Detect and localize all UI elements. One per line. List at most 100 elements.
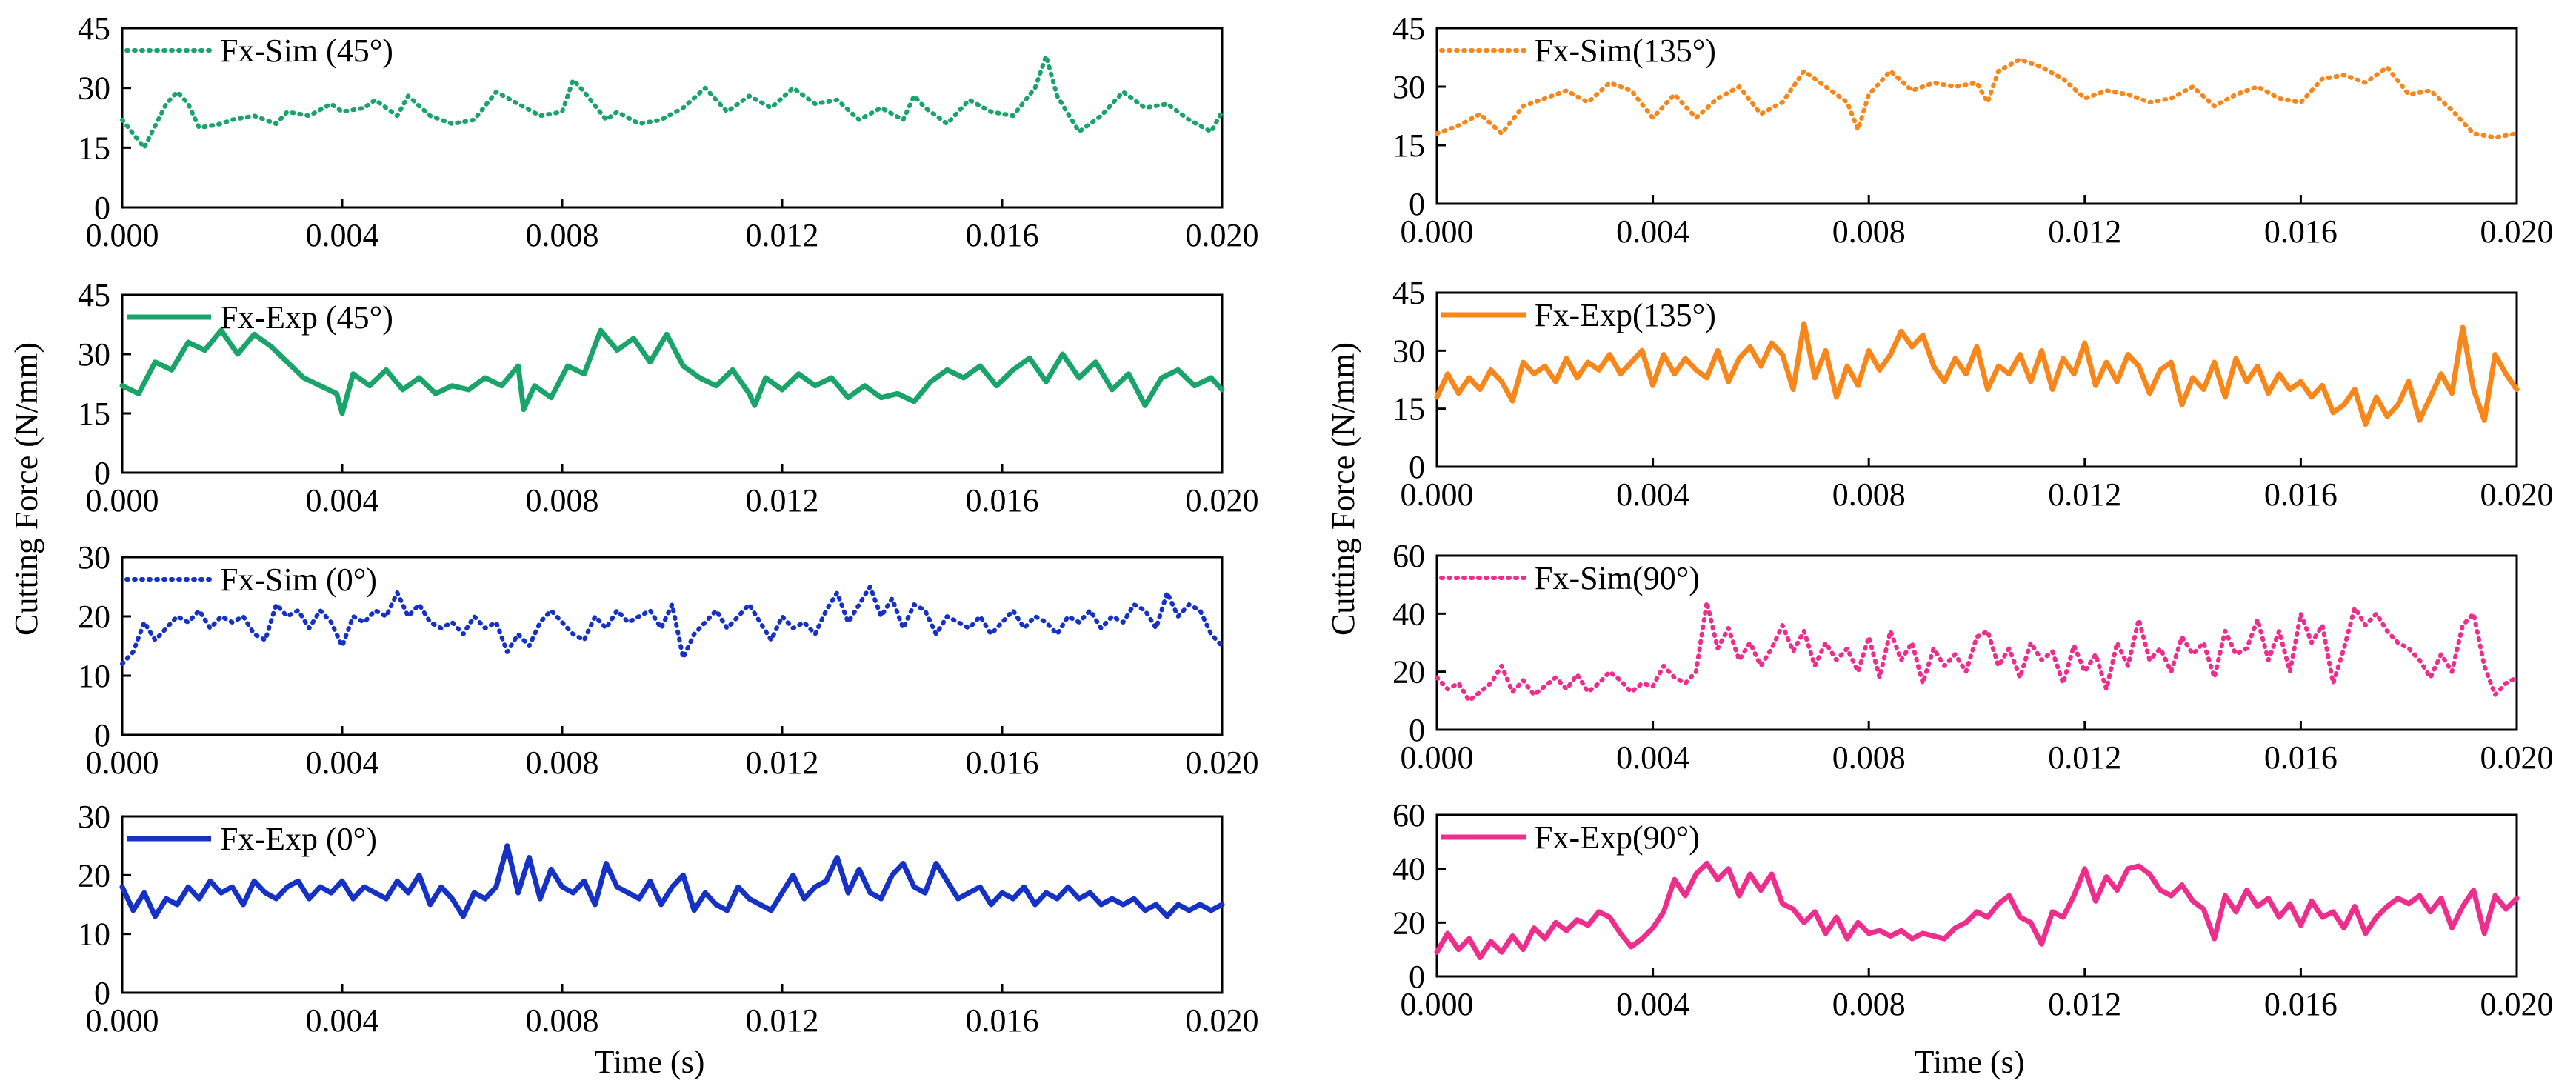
legend-label: Fx-Exp(90°)	[1535, 819, 1700, 856]
x-tick-label: 0.004	[306, 745, 379, 781]
series-line	[119, 843, 1225, 919]
x-tick-label: 0.020	[2480, 739, 2554, 776]
y-tick-label: 40	[1392, 596, 1425, 632]
x-tick-label: 0.008	[1832, 739, 1906, 776]
x-tick-label: 0.000	[86, 482, 159, 519]
x-tick-label: 0.016	[2264, 476, 2338, 513]
y-tick-label: 45	[1392, 275, 1425, 311]
legend-label: Fx-Sim(135°)	[1535, 33, 1716, 69]
x-tick-label: 0.004	[306, 1002, 379, 1039]
panel-left-2: 0 15 30 45 0.000 0.004 0.008 0.012 0.016 0.020 Fx-…	[78, 277, 1259, 519]
y-tick-label: 10	[78, 658, 110, 694]
y-tick-label: 10	[78, 916, 110, 953]
x-axis-label-left: Time (s)	[595, 1044, 705, 1080]
x-tick-label: 0.004	[1616, 986, 1689, 1022]
x-tick-label: 0.000	[1401, 739, 1474, 776]
y-tick-label: 0	[94, 975, 110, 1011]
x-tick-label: 0.008	[1832, 476, 1906, 513]
y-tick-label: 40	[1392, 851, 1425, 888]
x-tick-label: 0.008	[526, 1002, 599, 1039]
x-tick-label: 0.012	[2048, 739, 2121, 776]
panel-left-1: 0 15 30 45 0.000 0.004 0.008 0.012 0.016 0.020 Fx-…	[78, 10, 1259, 253]
x-tick-label: 0.016	[966, 745, 1039, 781]
y-tick-label: 45	[78, 277, 110, 313]
y-tick-label: 30	[78, 539, 110, 576]
x-tick-label: 0.000	[1401, 986, 1474, 1022]
x-tick-label: 0.008	[1832, 213, 1906, 250]
x-tick-label: 0.004	[1616, 213, 1689, 250]
x-tick-label: 0.016	[966, 217, 1039, 253]
x-tick-label: 0.004	[1616, 739, 1689, 776]
y-tick-label: 15	[1392, 127, 1425, 164]
series-line	[120, 585, 1224, 666]
series-line	[119, 327, 1225, 416]
x-tick-label: 0.016	[2264, 986, 2338, 1022]
y-tick-label: 30	[1392, 333, 1425, 369]
x-tick-label: 0.020	[1186, 1002, 1259, 1039]
y-axis-label-right: Cutting Force (N/mm)	[1325, 342, 1361, 636]
plot-frame	[121, 556, 1224, 736]
x-tick-label: 0.000	[1401, 213, 1474, 250]
y-tick-label: 60	[1392, 797, 1425, 833]
legend-label: Fx-Sim (0°)	[220, 562, 377, 598]
legend-label: Fx-Exp (45°)	[220, 299, 393, 336]
plot-frame	[1435, 291, 2518, 468]
x-axis-label-right: Time (s)	[1915, 1044, 2025, 1080]
legend-label: Fx-Sim (45°)	[220, 33, 393, 69]
panel-right-3: 0 20 40 60 0.000 0.004 0.008 0.012 0.016 0.020 Fx-…	[1392, 538, 2554, 776]
x-tick-label: 0.020	[1186, 217, 1259, 253]
plot-frame	[1435, 27, 2518, 205]
y-tick-label: 0	[94, 455, 110, 491]
chart-panels: 0 15 30 45 0.000 0.004 0.008 0.012 0.016 0.020 Fx-…	[78, 10, 2554, 1039]
x-tick-label: 0.004	[306, 482, 379, 519]
panel-right-4: 0 20 40 60 0.000 0.004 0.008 0.012 0.016 0.020 Fx-…	[1392, 797, 2554, 1022]
x-tick-label: 0.016	[2264, 213, 2338, 250]
y-tick-label: 0	[1409, 186, 1425, 222]
x-tick-label: 0.020	[2480, 213, 2554, 250]
y-tick-label: 20	[1392, 654, 1425, 690]
y-tick-label: 15	[1392, 391, 1425, 427]
y-tick-label: 30	[78, 70, 110, 107]
y-tick-label: 15	[78, 130, 110, 166]
y-tick-label: 45	[1392, 10, 1425, 47]
x-tick-label: 0.000	[86, 745, 159, 781]
x-tick-label: 0.012	[2048, 986, 2121, 1022]
plot-frame	[1435, 813, 2518, 978]
y-tick-label: 0	[94, 190, 110, 226]
x-tick-label: 0.008	[526, 745, 599, 781]
y-tick-label: 0	[1409, 712, 1425, 748]
y-tick-label: 0	[1409, 959, 1425, 995]
x-tick-label: 0.000	[86, 1002, 159, 1039]
y-tick-label: 0	[1409, 449, 1425, 485]
x-tick-label: 0.008	[1832, 986, 1906, 1022]
legend-label: Fx-Sim(90°)	[1535, 560, 1700, 596]
series-line	[1434, 860, 2520, 961]
panel-right-2: 0 15 30 45 0.000 0.004 0.008 0.012 0.016 0.020 Fx-…	[1392, 275, 2554, 513]
series-line	[1435, 57, 2519, 140]
x-tick-label: 0.016	[2264, 739, 2338, 776]
panel-left-3: 0 10 20 30 0.000 0.004 0.008 0.012 0.016 0.020 Fx-…	[78, 539, 1259, 781]
x-tick-label: 0.020	[1186, 482, 1259, 519]
x-tick-label: 0.020	[2480, 986, 2554, 1022]
y-tick-label: 0	[94, 717, 110, 753]
x-tick-label: 0.008	[526, 217, 599, 253]
panel-right-1: 0 15 30 45 0.000 0.004 0.008 0.012 0.016 0.020 Fx-…	[1392, 10, 2554, 250]
series-line	[1434, 321, 2520, 427]
plot-frame	[1435, 554, 2518, 731]
x-tick-label: 0.020	[2480, 476, 2554, 513]
x-tick-label: 0.012	[2048, 213, 2121, 250]
x-tick-label: 0.004	[1616, 476, 1689, 513]
x-tick-label: 0.012	[746, 1002, 819, 1039]
y-tick-label: 45	[78, 10, 110, 47]
series-line	[120, 53, 1224, 150]
legend-label: Fx-Exp(135°)	[1535, 297, 1716, 333]
x-tick-label: 0.020	[1186, 745, 1259, 781]
x-tick-label: 0.004	[306, 217, 379, 253]
legend-label: Fx-Exp (0°)	[220, 821, 377, 857]
x-tick-label: 0.012	[746, 482, 819, 519]
y-axis-label-left: Cutting Force (N/mm)	[8, 342, 44, 636]
y-tick-label: 20	[78, 599, 110, 635]
y-tick-label: 20	[78, 857, 110, 893]
series-line	[1435, 599, 2519, 703]
